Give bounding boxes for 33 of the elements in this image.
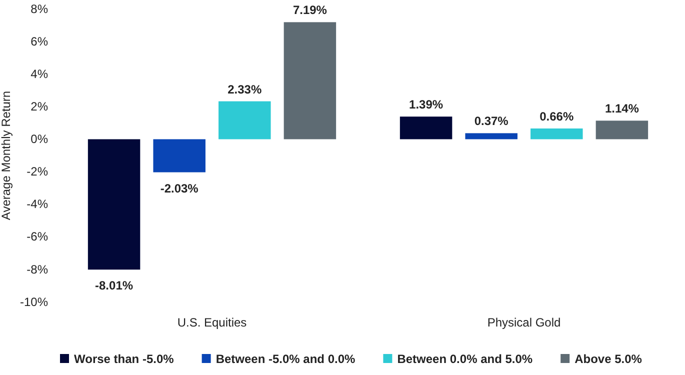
- y-tick-label: 6%: [30, 34, 48, 48]
- legend-label: Worse than -5.0%: [74, 352, 174, 366]
- data-label: -8.01%: [95, 278, 134, 293]
- y-tick-label: -10%: [20, 294, 48, 309]
- y-tick-label: -8%: [26, 262, 48, 276]
- bar: [465, 133, 518, 140]
- bar: [88, 139, 140, 270]
- legend-label: Between 0.0% and 5.0%: [397, 352, 533, 366]
- legend-label: Above 5.0%: [574, 352, 642, 366]
- y-axis-title: Average Monthly Return: [0, 90, 13, 220]
- y-tick-label: -4%: [26, 197, 48, 212]
- y-tick-label: 8%: [30, 2, 48, 16]
- data-label: 1.39%: [409, 98, 444, 112]
- x-tick-label: U.S. Equities: [177, 316, 247, 330]
- data-label: 7.19%: [292, 3, 328, 18]
- y-tick-label: 2%: [30, 100, 48, 114]
- legend-label: Between -5.0% and 0.0%: [216, 352, 356, 366]
- bar: [400, 116, 452, 140]
- y-tick-label: -2%: [26, 164, 48, 179]
- data-label: -2.03%: [160, 181, 199, 196]
- y-tick-label: -6%: [26, 230, 48, 244]
- data-label: 0.66%: [540, 109, 574, 124]
- bar: [596, 120, 648, 140]
- bar: [530, 128, 583, 140]
- data-label: 2.33%: [228, 82, 262, 96]
- y-tick-label: 4%: [30, 66, 48, 81]
- data-label: 0.37%: [474, 114, 509, 128]
- bar: [218, 101, 271, 140]
- bar: [153, 139, 206, 172]
- bar: [284, 22, 336, 140]
- x-tick-label: Physical Gold: [487, 316, 561, 330]
- y-tick-label: 0%: [30, 132, 48, 146]
- data-label: 1.14%: [604, 102, 640, 116]
